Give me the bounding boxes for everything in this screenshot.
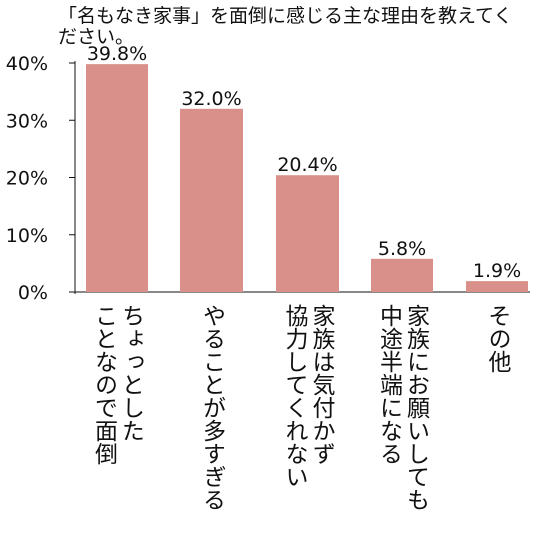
data-label: 32.0% (181, 88, 241, 110)
data-label: 20.4% (277, 154, 337, 176)
category-label: 家族は気付かず (308, 304, 336, 465)
bar (371, 258, 433, 292)
category-label: 中途半端になる (376, 304, 404, 465)
y-tick-label: 0% (18, 282, 48, 304)
data-label: 5.8% (378, 238, 426, 260)
category-label: ちょっとした (118, 304, 144, 442)
y-tick-label: 20% (6, 168, 48, 190)
category-label: やることが多すぎる (199, 304, 226, 511)
bar (276, 175, 339, 292)
bar (86, 64, 148, 293)
bar (180, 108, 243, 292)
y-tick-label: 40% (6, 53, 48, 75)
data-label: 1.9% (473, 260, 521, 282)
y-tick-label: 30% (6, 110, 48, 132)
chart-title: 「名もなき家事」を面倒に感じる主な理由を教えてください。 (58, 5, 513, 48)
data-label: 39.8% (87, 43, 147, 65)
bar (466, 281, 528, 292)
category-label: 協力してくれない (281, 304, 309, 488)
category-label: ことなので面倒 (91, 304, 119, 465)
category-label: 家族にお願いしても (403, 304, 431, 511)
y-tick-label: 10% (6, 225, 48, 247)
category-label: その他 (484, 304, 512, 373)
